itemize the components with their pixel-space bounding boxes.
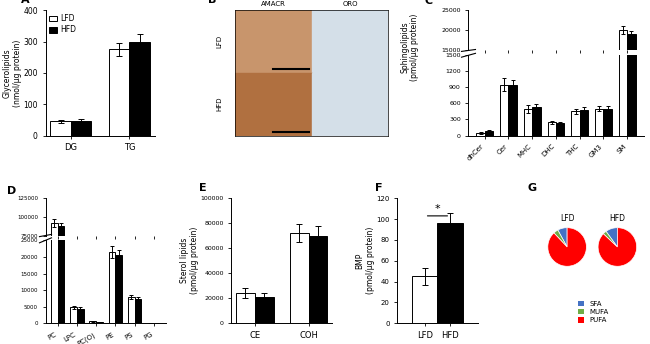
- Bar: [412, 277, 437, 323]
- Text: B: B: [207, 0, 216, 5]
- Bar: [500, 107, 508, 111]
- Text: E: E: [200, 183, 207, 193]
- Bar: [51, 223, 58, 292]
- Bar: [485, 131, 493, 136]
- Bar: [116, 276, 122, 292]
- Bar: [109, 276, 116, 292]
- Bar: [77, 288, 84, 292]
- Text: F: F: [375, 183, 382, 193]
- Bar: [603, 109, 612, 136]
- Bar: [77, 309, 84, 323]
- Bar: [90, 291, 96, 292]
- Bar: [508, 85, 517, 136]
- Bar: [135, 299, 142, 323]
- Bar: [556, 110, 564, 111]
- Bar: [508, 107, 517, 111]
- Bar: [500, 85, 508, 136]
- Bar: [128, 297, 135, 323]
- Bar: [532, 107, 541, 136]
- Bar: [255, 297, 274, 323]
- Bar: [70, 308, 77, 323]
- Bar: [129, 42, 150, 136]
- Bar: [524, 109, 532, 136]
- Bar: [109, 50, 129, 136]
- Text: ORO: ORO: [342, 1, 358, 7]
- Bar: [548, 122, 556, 136]
- Text: D: D: [7, 186, 16, 196]
- Bar: [312, 10, 388, 73]
- Bar: [627, 34, 636, 111]
- Bar: [595, 109, 603, 136]
- Bar: [128, 286, 135, 292]
- Bar: [619, 0, 627, 136]
- Text: C: C: [424, 0, 433, 6]
- Bar: [109, 252, 116, 323]
- Bar: [236, 293, 255, 323]
- Bar: [235, 73, 312, 136]
- Bar: [580, 110, 588, 136]
- Bar: [603, 109, 612, 111]
- Bar: [437, 223, 463, 323]
- Text: G: G: [528, 183, 537, 193]
- Bar: [58, 226, 64, 292]
- Y-axis label: Sterol lipids
(pmol/μg protein): Sterol lipids (pmol/μg protein): [180, 227, 199, 294]
- Bar: [116, 255, 122, 323]
- Bar: [627, 0, 636, 136]
- Legend: SFA, MUFA, PUFA: SFA, MUFA, PUFA: [575, 298, 611, 326]
- Bar: [524, 109, 532, 111]
- Bar: [71, 120, 92, 136]
- Bar: [90, 321, 96, 323]
- Bar: [619, 30, 627, 111]
- Bar: [96, 322, 103, 323]
- Y-axis label: Glycerolipids
(nmol/μg protein): Glycerolipids (nmol/μg protein): [3, 39, 22, 107]
- Bar: [476, 133, 485, 136]
- Bar: [309, 236, 328, 323]
- Bar: [135, 286, 142, 292]
- Y-axis label: BMP
(pmol/μg protein): BMP (pmol/μg protein): [356, 227, 375, 294]
- Text: A: A: [21, 0, 30, 5]
- Text: LFD: LFD: [217, 35, 223, 48]
- Bar: [96, 291, 103, 292]
- Text: *: *: [435, 204, 440, 214]
- Bar: [595, 109, 603, 111]
- Bar: [312, 73, 388, 136]
- Bar: [571, 109, 580, 111]
- Bar: [571, 111, 580, 136]
- Bar: [70, 288, 77, 292]
- Bar: [532, 108, 541, 111]
- Text: HFD: HFD: [217, 97, 223, 111]
- Text: AMACR: AMACR: [261, 1, 286, 7]
- Y-axis label: Sphingolipids
(pmol/μg protein): Sphingolipids (pmol/μg protein): [400, 13, 419, 81]
- Bar: [51, 18, 58, 323]
- Bar: [556, 123, 564, 136]
- Bar: [51, 121, 71, 136]
- Bar: [580, 109, 588, 111]
- Bar: [548, 110, 556, 111]
- Legend: LFD, HFD: LFD, HFD: [49, 14, 76, 34]
- Bar: [58, 31, 64, 323]
- Bar: [290, 233, 309, 323]
- Bar: [235, 10, 312, 73]
